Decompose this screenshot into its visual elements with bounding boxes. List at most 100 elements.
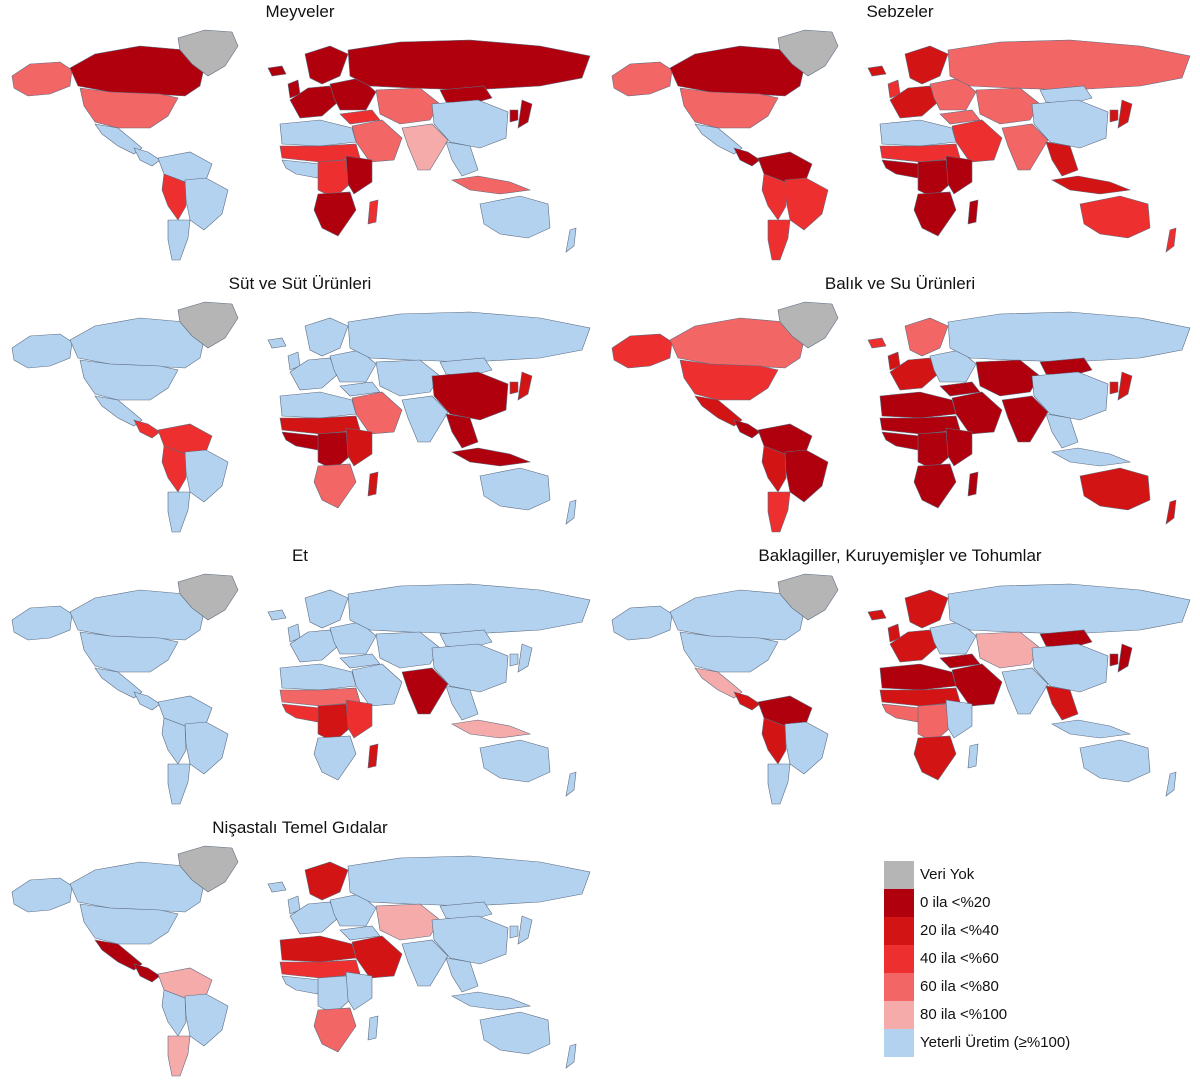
- legend-item-no-data: Veri Yok: [884, 861, 1124, 889]
- region-china: [431, 915, 509, 965]
- legend-swatch: [884, 861, 914, 889]
- region-india: [401, 123, 449, 171]
- map-panel-dairy: Süt ve Süt Ürünleri: [0, 272, 600, 542]
- region-patagonia: [767, 491, 791, 533]
- region-usa: [79, 87, 179, 129]
- region-india: [1001, 395, 1049, 443]
- region-china: [1031, 643, 1109, 693]
- region-japan: [1117, 99, 1133, 129]
- region-alaska: [11, 61, 73, 97]
- legend-label: 60 ila <%80: [920, 978, 999, 995]
- region-greenland: [177, 29, 239, 77]
- region-indonesia: [451, 447, 532, 467]
- region-scandinavia: [904, 589, 949, 629]
- region-greenland: [177, 573, 239, 621]
- world-map: [0, 840, 600, 1086]
- legend-swatch: [884, 973, 914, 1001]
- region-scandinavia: [304, 317, 349, 357]
- region-usa: [79, 359, 179, 401]
- region-patagonia: [167, 491, 191, 533]
- region-madagascar: [367, 471, 379, 497]
- region-russia: [947, 39, 1191, 91]
- region-e-africa: [945, 155, 973, 195]
- region-scandinavia: [304, 45, 349, 85]
- region-canada: [669, 45, 806, 97]
- region-central-asia: [975, 631, 1041, 669]
- region-china: [1031, 99, 1109, 149]
- region-greenland: [777, 29, 839, 77]
- map-panel-starchy-staples: Nişastalı Temel Gıdalar: [0, 816, 600, 1086]
- region-s-africa: [913, 191, 957, 237]
- world-map: [600, 296, 1200, 542]
- region-e-africa: [345, 699, 373, 739]
- region-japan: [517, 99, 533, 129]
- region-canada: [669, 589, 806, 641]
- region-russia: [347, 311, 591, 363]
- region-alaska: [11, 877, 73, 913]
- region-e-africa: [345, 155, 373, 195]
- region-madagascar: [967, 199, 979, 225]
- region-india: [1001, 667, 1049, 715]
- region-w-africa: [881, 703, 921, 723]
- region-patagonia: [767, 219, 791, 261]
- region-nz: [565, 771, 577, 797]
- region-scandinavia: [304, 589, 349, 629]
- region-japan: [517, 915, 533, 945]
- region-australia: [479, 467, 551, 511]
- region-nz: [1165, 771, 1177, 797]
- region-se-asia: [445, 957, 479, 993]
- region-se-asia: [445, 685, 479, 721]
- region-central-africa: [317, 431, 351, 471]
- region-canada: [69, 317, 206, 369]
- legend-label: 40 ila <%60: [920, 950, 999, 967]
- legend-label: 20 ila <%40: [920, 922, 999, 939]
- legend: Veri Yok 0 ila <%20 20 ila <%40 40 ila <…: [884, 861, 1124, 1057]
- region-iceland: [267, 881, 287, 893]
- world-map: [0, 24, 600, 270]
- region-se-asia: [1045, 413, 1079, 449]
- region-w-africa: [281, 703, 321, 723]
- region-alaska: [611, 605, 673, 641]
- legend-swatch: [884, 1001, 914, 1029]
- panel-title: Et: [291, 546, 309, 565]
- region-usa: [79, 903, 179, 945]
- region-iceland: [267, 609, 287, 621]
- region-s-africa: [913, 735, 957, 781]
- region-n-africa: [879, 391, 957, 419]
- region-korea: [1109, 653, 1119, 667]
- region-scandinavia: [904, 317, 949, 357]
- region-iceland: [867, 337, 887, 349]
- region-iceland: [267, 65, 287, 77]
- panel-title: Nişastalı Temel Gıdalar: [212, 818, 388, 837]
- legend-label: Yeterli Üretim (≥%100): [920, 1034, 1071, 1051]
- region-w-africa: [281, 431, 321, 451]
- region-madagascar: [967, 471, 979, 497]
- region-central-africa: [317, 159, 351, 199]
- region-madagascar: [367, 199, 379, 225]
- panel-title: Baklagiller, Kuruyemişler ve Tohumlar: [758, 546, 1042, 565]
- region-patagonia: [167, 763, 191, 805]
- legend-item-80-100: 80 ila <%100: [884, 1001, 1124, 1029]
- region-canada: [69, 45, 206, 97]
- region-korea: [509, 653, 519, 667]
- region-china: [1031, 371, 1109, 421]
- region-central-am: [133, 691, 161, 711]
- region-scandinavia: [304, 861, 349, 901]
- region-scandinavia: [904, 45, 949, 85]
- region-s-africa: [313, 191, 357, 237]
- region-n-africa: [279, 935, 357, 963]
- legend-swatch: [884, 917, 914, 945]
- region-canada: [69, 861, 206, 913]
- region-madagascar: [367, 743, 379, 769]
- region-greenland: [177, 845, 239, 893]
- region-indonesia: [1051, 719, 1132, 739]
- map-panel-legumes: Baklagiller, Kuruyemişler ve Tohumlar: [600, 544, 1200, 814]
- region-usa: [679, 359, 779, 401]
- region-turkey: [939, 381, 981, 397]
- region-brazil: [184, 993, 229, 1047]
- region-nz: [565, 1043, 577, 1069]
- region-se-asia: [445, 141, 479, 177]
- region-brazil: [184, 721, 229, 775]
- region-australia: [1079, 467, 1151, 511]
- region-n-africa: [279, 119, 357, 147]
